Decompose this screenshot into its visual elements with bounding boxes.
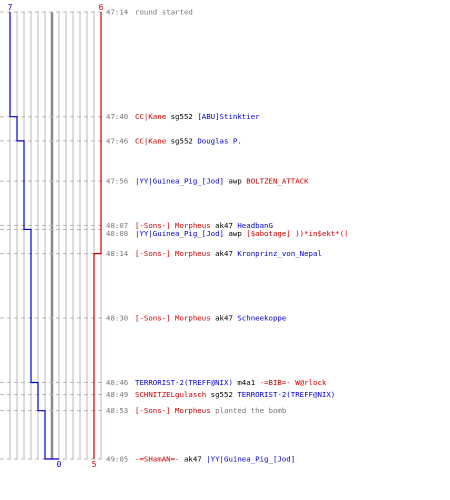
event-time: 47:14 [106, 8, 129, 17]
event-time: 47:40 [106, 112, 128, 121]
event-guide-lines [0, 11, 104, 460]
event-text: [-Sons-] Morpheus planted the bomb [135, 406, 287, 415]
team-count-labels: 7 6 0 5 [8, 3, 104, 469]
event-text-part: [$abotage] ))*in$ekt*(( [246, 229, 348, 238]
event-text-part: |YY|Guinea_Pig_[Jod] [135, 177, 224, 186]
event-text-part: TERRORIST-2(TREFF@NIX) [135, 378, 233, 387]
event-time: 48:49 [106, 390, 128, 399]
event-text: CC|Kane sg552 Douglas P. [135, 136, 242, 145]
event-text-part: sg552 [166, 112, 197, 121]
event-text-part: [-Sons-] Morpheus [135, 314, 211, 323]
event-text-part: Schneekoppe [237, 314, 286, 323]
event-text-part: |YY|Guinea_Pig_[Jod] [135, 229, 224, 238]
blue-end-count: 0 [57, 460, 62, 469]
event-time: 49:05 [106, 455, 128, 464]
event-time: 48:14 [106, 249, 129, 258]
event-text-part: awp [224, 229, 246, 238]
event-time: 48:46 [106, 378, 128, 387]
event-text: [-Sons-] Morpheus ak47 Kronprinz_von_Nep… [135, 249, 322, 258]
event-text-part: CC|Kane [135, 136, 167, 145]
event-text-part: [-Sons-] Morpheus [135, 221, 211, 230]
grid-lines [9, 12, 102, 459]
event-text-part: -=BIB=- W@rlock [260, 378, 327, 387]
blue-start-count: 7 [8, 3, 13, 12]
event-text-part: [ABU]Stinktier [197, 112, 260, 121]
event-text-part: m4a1 [233, 378, 260, 387]
event-text-part: ak47 [211, 249, 238, 258]
event-text: |YY|Guinea_Pig_[Jod] awp BOLTZEN_ATTACK [135, 177, 309, 186]
event-text: round started [135, 8, 193, 17]
event-text: [-Sons-] Morpheus ak47 HeadbanG [135, 221, 273, 230]
red-end-count: 5 [92, 460, 97, 469]
event-text-part: -=SHamAN=- [135, 455, 180, 464]
event-text-part: Douglas P. [197, 136, 242, 145]
event-text-part: awp [224, 177, 246, 186]
event-text-part: TERRORIST-2(TREFF@NIX) [237, 390, 335, 399]
event-text: SCHNITZELgulasch sg552 TERRORIST-2(TREFF… [135, 390, 335, 399]
event-time: 48:07 [106, 221, 128, 230]
event-text-part: sg552 [166, 136, 197, 145]
event-text-part: [-Sons-] Morpheus [135, 406, 211, 415]
event-text-part: Kronprinz_von_Nepal [237, 249, 322, 258]
event-text: -=SHamAN=- ak47 |YY|Guinea_Pig_[Jod] [135, 455, 295, 464]
event-text: CC|Kane sg552 [ABU]Stinktier [135, 112, 260, 121]
team-count-lines [9, 12, 102, 460]
red-team-count-line [93, 12, 102, 459]
event-text-part: sg552 [206, 390, 237, 399]
event-text-part: ak47 [211, 314, 238, 323]
event-text-part: CC|Kane [135, 112, 167, 121]
event-text-part: planted the bomb [211, 406, 287, 415]
event-text: |YY|Guinea_Pig_[Jod] awp [$abotage] ))*i… [135, 229, 349, 238]
red-start-count: 6 [99, 3, 104, 12]
event-text-part: SCHNITZELgulasch [135, 390, 206, 399]
event-text: [-Sons-] Morpheus ak47 Schneekoppe [135, 314, 287, 323]
event-time: 48:30 [106, 314, 128, 323]
event-text-part: HeadbanG [237, 221, 273, 230]
event-text-part: ak47 [211, 221, 238, 230]
event-time: 47:46 [106, 136, 128, 145]
event-time: 48:08 [106, 229, 128, 238]
event-time: 48:53 [106, 406, 128, 415]
event-text-part: ak47 [180, 455, 207, 464]
event-log: 47:14 round started 47:40 CC|Kane sg552 [AB… [106, 8, 349, 464]
event-text-part: BOLTZEN_ATTACK [246, 177, 309, 186]
event-text-part: [-Sons-] Morpheus [135, 249, 211, 258]
event-text-part: round started [135, 8, 193, 17]
event-text: TERRORIST-2(TREFF@NIX) m4a1 -=BIB=- W@rl… [135, 378, 327, 387]
event-time: 47:56 [106, 177, 128, 186]
blue-team-count-line [9, 12, 59, 460]
event-text-part: |YY|Guinea_Pig_[Jod] [206, 455, 295, 464]
